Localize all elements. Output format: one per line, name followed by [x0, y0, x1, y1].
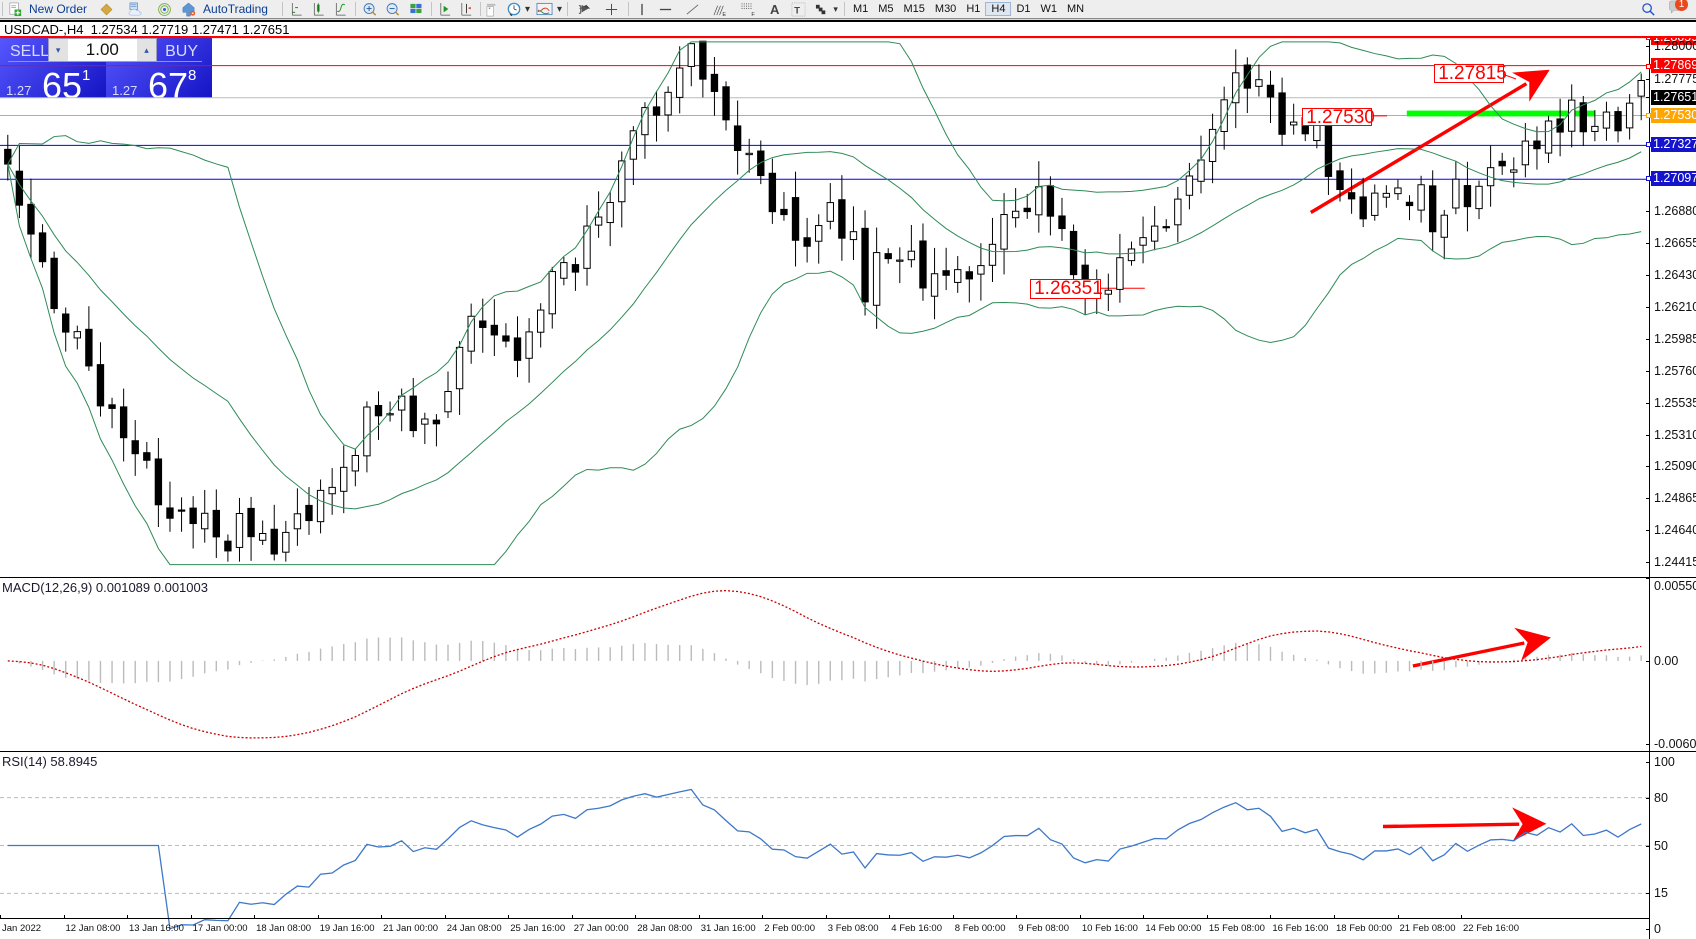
svg-text:E: E: [722, 12, 726, 17]
svg-text:F: F: [751, 12, 755, 17]
svg-text:T: T: [795, 5, 801, 15]
